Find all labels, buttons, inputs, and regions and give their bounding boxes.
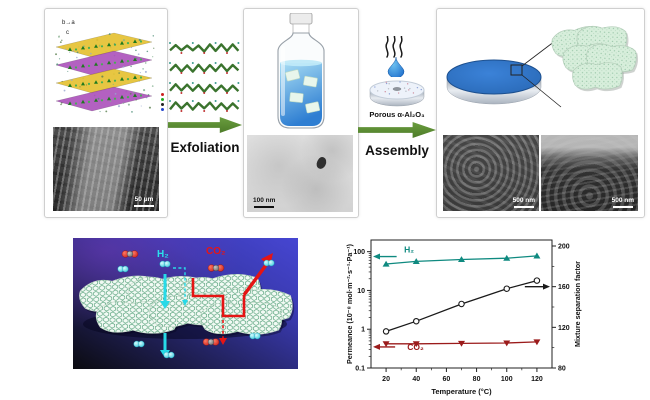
gas-separation-schematic: H₂ CO₂ xyxy=(73,238,298,369)
stacked-nanosheets-schematic xyxy=(551,25,639,92)
membrane-disc-top xyxy=(446,59,542,95)
glass-highlight xyxy=(281,46,285,116)
svg-text:Temperature (°C): Temperature (°C) xyxy=(431,387,492,396)
scale-bar-label: 500 nm xyxy=(512,197,535,204)
assembly-label: Assembly xyxy=(365,143,429,158)
scale-bar-label: 100 nm xyxy=(253,197,276,204)
scale-bar: 50 μm xyxy=(134,196,154,207)
droplet-icon xyxy=(387,57,405,77)
scale-bar: 500 nm xyxy=(512,197,535,208)
exfoliation-label: Exfoliation xyxy=(170,140,240,155)
svg-text:120: 120 xyxy=(531,376,543,383)
membrane-disc-and-sheets-schematic xyxy=(446,25,639,108)
svg-text:1: 1 xyxy=(361,327,365,334)
svg-text:100: 100 xyxy=(501,376,513,383)
panel-nanosheet-suspension: 100 nm xyxy=(243,8,359,218)
svg-text:40: 40 xyxy=(412,376,420,383)
sem-image-bulk-crystals: 50 μm xyxy=(53,127,159,211)
permeance-chart-svg: 20 40 60 80 100 120 0.1 1 10 100 80 120 160 200 Permea… xyxy=(345,239,582,396)
h2-label: H₂ xyxy=(157,249,169,260)
atom-legend-dot xyxy=(161,108,164,111)
panel-crystal-structure: b→a c 50 μm xyxy=(44,8,168,218)
scale-bar: 100 nm xyxy=(253,197,276,208)
svg-text:60: 60 xyxy=(443,376,451,383)
scale-bar-label: 50 μm xyxy=(134,196,154,203)
vial-cap xyxy=(289,13,313,25)
svg-text:CO₂: CO₂ xyxy=(407,342,424,352)
scale-bar-line xyxy=(612,206,633,208)
crystal-layer-stack xyxy=(55,32,155,113)
sem-image-membrane-cross-section: 500 nm xyxy=(541,135,638,211)
steam-icon xyxy=(385,36,403,58)
suspended-nanosheets xyxy=(285,69,321,114)
exfoliated-nanosheet-stack-graphic xyxy=(169,42,240,112)
scale-bar: 500 nm xyxy=(611,197,634,208)
crystal-structure-graphic: b→a c xyxy=(55,20,155,113)
atom-legend-dot xyxy=(161,93,164,96)
zoom-region-box xyxy=(510,64,523,76)
zoom-connector-line xyxy=(521,40,556,67)
porous-alumina-disc xyxy=(369,80,425,107)
svg-text:10: 10 xyxy=(357,288,365,295)
crystal-axis-label-ba: b→a xyxy=(62,20,75,26)
svg-text:H₂: H₂ xyxy=(404,245,414,255)
atom-color-legend xyxy=(161,93,164,111)
tem-dark-cluster xyxy=(314,155,329,171)
svg-text:0.1: 0.1 xyxy=(355,366,365,373)
sem-image-membrane-surface: 500 nm xyxy=(443,135,539,211)
disc-speckles xyxy=(374,81,422,95)
svg-text:80: 80 xyxy=(558,366,566,373)
liquid-surface xyxy=(280,59,322,67)
atom-legend-dot xyxy=(161,98,164,101)
svg-text:Permeance (10⁻⁸ mol·m⁻²·s⁻¹·Pa: Permeance (10⁻⁸ mol·m⁻²·s⁻¹·Pa⁻¹) xyxy=(345,243,354,364)
zoom-connector-line xyxy=(521,74,562,108)
co2-label: CO₂ xyxy=(206,246,225,257)
panel-membrane: 500 nm 500 nm xyxy=(436,8,645,218)
scale-bar-label: 500 nm xyxy=(611,197,634,204)
vial-neck xyxy=(292,23,310,34)
gas-separation-svg: H₂ CO₂ xyxy=(73,238,298,369)
svg-text:Mixture separation factor: Mixture separation factor xyxy=(573,261,582,347)
svg-text:160: 160 xyxy=(558,284,570,291)
svg-text:80: 80 xyxy=(473,376,481,383)
svg-text:120: 120 xyxy=(558,325,570,332)
scale-bar-line xyxy=(254,206,275,208)
disc-center-seed xyxy=(392,87,402,91)
assembly-arrow xyxy=(358,122,436,138)
tem-image-nanosheet: 100 nm xyxy=(247,135,353,212)
gas-molecules xyxy=(117,250,275,359)
support-label: Porous α-Al₂O₃ xyxy=(369,110,425,119)
scale-bar-line xyxy=(513,206,534,208)
permeance-chart: 20 40 60 80 100 120 0.1 1 10 100 80 120 160 200 Permea… xyxy=(343,230,605,400)
vial-with-nanosheet-suspension xyxy=(277,13,325,129)
crystal-axis-label-c: c xyxy=(66,30,69,36)
svg-text:200: 200 xyxy=(558,244,570,251)
svg-text:20: 20 xyxy=(382,376,390,383)
atom-legend-dot xyxy=(161,103,164,106)
scale-bar-line xyxy=(134,205,154,207)
svg-text:100: 100 xyxy=(353,249,365,256)
